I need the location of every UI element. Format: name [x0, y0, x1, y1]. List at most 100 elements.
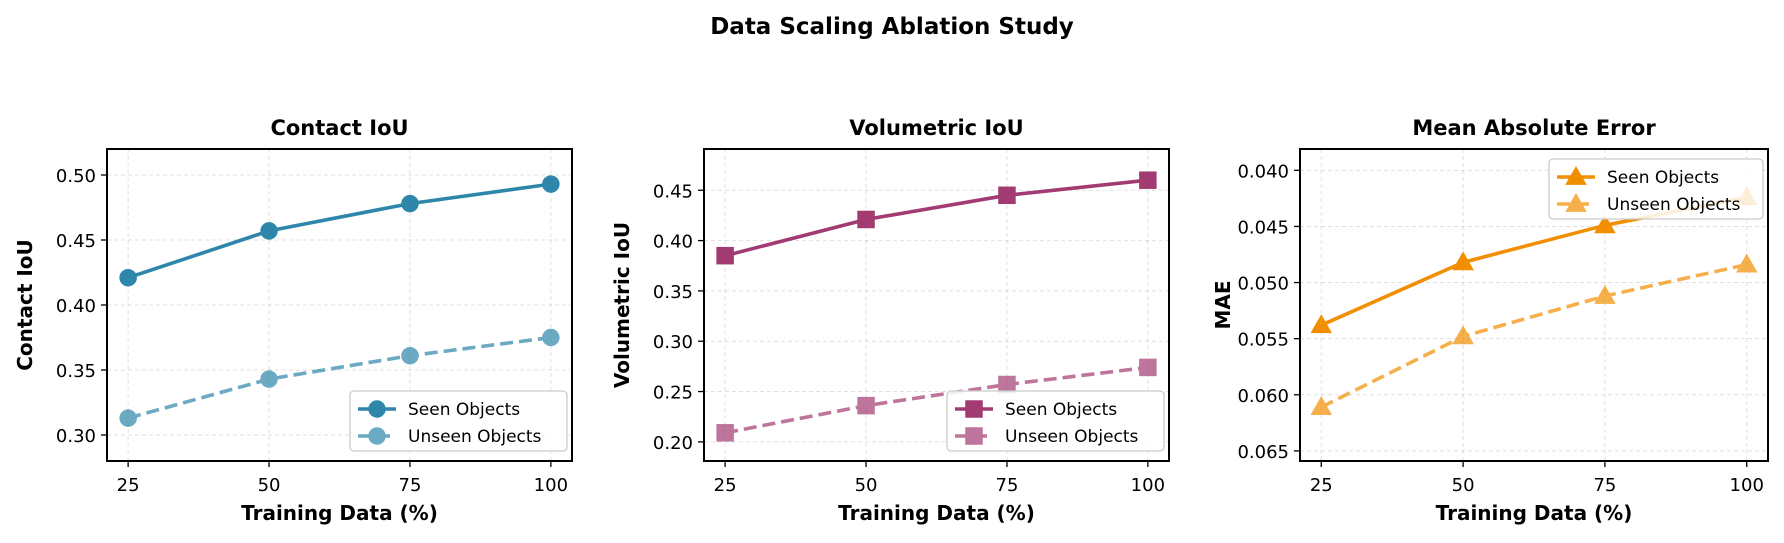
series-seen-objects: [119, 175, 560, 287]
data-point: [260, 222, 278, 240]
data-point: [1452, 251, 1474, 271]
data-point: [998, 375, 1016, 394]
x-tick-label: 25: [1310, 475, 1333, 496]
series-unseen-objects: [119, 328, 560, 427]
legend-label: Unseen Objects: [1607, 195, 1741, 215]
data-point: [1594, 214, 1616, 234]
series-unseen-objects: [1310, 253, 1758, 416]
y-axis-label: Contact IoU: [13, 239, 37, 371]
legend-entry-handle: [358, 400, 396, 418]
x-axis-label: Training Data (%): [838, 501, 1035, 525]
legend: Seen Objects Unseen Objects: [946, 390, 1165, 452]
legend-marker: [965, 400, 983, 418]
x-tick-label: 25: [117, 475, 140, 496]
legend-entry-handle: [955, 427, 993, 445]
y-axis-label: Volumetric IoU: [610, 222, 634, 388]
subplot-2: 25 50 75 100 0.20 0.25 0.30 0.35 0.40 0.45 Volumet…: [610, 116, 1170, 525]
data-point: [1735, 253, 1758, 273]
y-tick-label: 0.25: [653, 383, 693, 404]
legend-entry-handle: [1557, 165, 1595, 185]
y-tick-label: 0.055: [1237, 330, 1289, 351]
series-line: [127, 182, 552, 280]
legend-marker: [1565, 165, 1587, 185]
y-tick-label: 0.30: [56, 426, 96, 447]
subplot-title: Volumetric IoU: [849, 116, 1023, 140]
legend: Seen Objects Unseen Objects: [1548, 158, 1764, 220]
subplot-1: 25 50 75 100 0.30 0.35 0.40 0.45 0.50 Contact IoU…: [13, 116, 573, 525]
y-tick-label: 0.40: [653, 232, 693, 253]
y-tick-label: 0.040: [1237, 161, 1289, 182]
x-tick-label: 50: [258, 475, 281, 496]
data-point: [260, 370, 278, 388]
x-tick-label: 100: [1730, 475, 1764, 496]
data-point: [1310, 396, 1333, 416]
legend-entry-handle: [955, 400, 993, 418]
axes-frame: [1299, 148, 1769, 462]
series-line: [1320, 262, 1748, 409]
data-point: [401, 346, 419, 365]
series-unseen-objects: [716, 358, 1157, 442]
legend-marker: [965, 427, 983, 445]
x-axis-label: Training Data (%): [1436, 501, 1633, 525]
legend-marker: [368, 427, 386, 445]
legend-label: Seen Objects: [1005, 400, 1117, 420]
series-line: [724, 178, 1149, 258]
y-tick-label: 0.40: [56, 296, 96, 317]
data-point: [716, 424, 734, 442]
data-point: [857, 210, 875, 229]
legend-entry-handle: [1557, 192, 1595, 212]
subplot-title: Contact IoU: [270, 116, 408, 140]
axes-frame: [703, 148, 1170, 462]
subplot-title: Mean Absolute Error: [1412, 116, 1656, 140]
series-line: [127, 335, 552, 420]
legend-label: Seen Objects: [1607, 168, 1719, 188]
data-point: [1594, 285, 1616, 304]
x-tick-label: 75: [996, 475, 1019, 496]
series-line: [724, 365, 1149, 435]
x-tick-label: 50: [1452, 475, 1475, 496]
legend-marker: [368, 400, 386, 418]
legend-label: Unseen Objects: [408, 427, 542, 447]
x-tick-label: 100: [534, 475, 568, 496]
data-point: [1452, 325, 1474, 345]
y-tick-label: 0.20: [653, 433, 693, 454]
legend-entry-handle: [358, 427, 396, 445]
legend-label: Unseen Objects: [1005, 427, 1139, 447]
data-point: [1139, 171, 1157, 189]
y-tick-label: 0.045: [1237, 217, 1289, 238]
legend: Seen Objects Unseen Objects: [349, 390, 568, 452]
legend-label: Seen Objects: [408, 400, 520, 420]
legend-box: [1548, 158, 1764, 220]
data-point: [716, 246, 734, 265]
x-axis-label: Training Data (%): [241, 501, 438, 525]
data-point: [542, 328, 560, 347]
data-point: [1139, 358, 1157, 377]
y-tick-label: 0.060: [1237, 386, 1289, 407]
subplot-3: 25 50 75 100 0.040 0.045 0.050 0.055 0.060 0.065 M…: [1211, 116, 1769, 525]
x-tick-label: 75: [1593, 475, 1616, 496]
y-axis-label: MAE: [1211, 280, 1235, 329]
series-seen-objects: [716, 171, 1157, 265]
data-point: [998, 186, 1016, 205]
legend-marker: [1565, 192, 1587, 212]
x-tick-label: 25: [714, 475, 737, 496]
y-tick-label: 0.45: [653, 181, 693, 202]
y-tick-label: 0.30: [653, 332, 693, 353]
data-point: [542, 175, 560, 193]
y-tick-label: 0.35: [653, 282, 693, 303]
y-tick-label: 0.050: [1237, 274, 1289, 295]
x-tick-label: 50: [855, 475, 878, 496]
data-point: [1310, 314, 1333, 334]
x-tick-label: 75: [399, 475, 422, 496]
x-tick-label: 100: [1131, 475, 1165, 496]
legend-box: [349, 390, 568, 452]
y-tick-label: 0.065: [1237, 442, 1289, 463]
y-tick-label: 0.50: [56, 166, 96, 187]
legend-box: [946, 390, 1165, 452]
y-tick-label: 0.35: [56, 361, 96, 382]
data-point: [857, 396, 875, 415]
data-point: [119, 409, 137, 427]
data-point: [401, 194, 419, 213]
data-point: [119, 268, 137, 287]
